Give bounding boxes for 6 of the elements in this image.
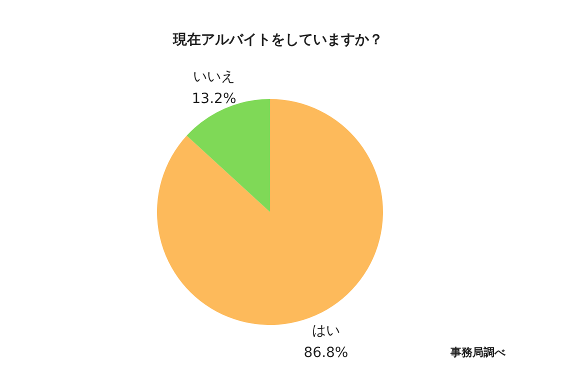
data-label: 13.2% — [192, 90, 236, 107]
slice-label: はい — [312, 323, 340, 340]
data-label: 86.8% — [304, 345, 348, 362]
chart-title: 現在アルバイトをしていますか？ — [172, 32, 383, 48]
text: 事務局調べ — [450, 346, 506, 359]
slice-label: いいえ — [192, 68, 235, 85]
